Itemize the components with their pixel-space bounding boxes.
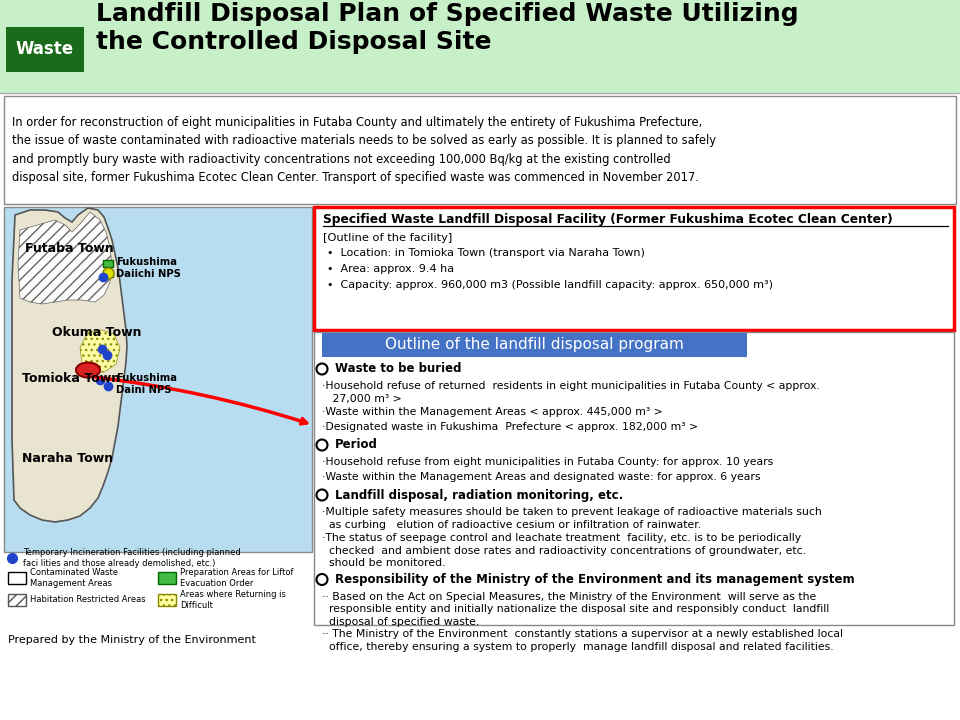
Text: Habitation Restricted Areas: Habitation Restricted Areas (30, 595, 146, 605)
Text: ·· Based on the Act on Special Measures, the Ministry of the Environment  will s: ·· Based on the Act on Special Measures,… (322, 592, 829, 626)
Text: ·Waste within the Management Areas < approx. 445,000 m³ >: ·Waste within the Management Areas < app… (322, 407, 662, 417)
Text: ·Waste within the Management Areas and designated waste: for approx. 6 years: ·Waste within the Management Areas and d… (322, 472, 760, 482)
Text: Preparation Areas for Liftof
Evacuation Order: Preparation Areas for Liftof Evacuation … (180, 567, 294, 588)
Text: ·Multiple safety measures should be taken to prevent leakage of radioactive mate: ·Multiple safety measures should be take… (322, 507, 822, 530)
Text: ·The status of seepage control and leachate treatment  facility, etc. is to be p: ·The status of seepage control and leach… (322, 533, 806, 568)
Text: Outline of the landfill disposal program: Outline of the landfill disposal program (385, 338, 684, 353)
Text: ·· The Ministry of the Environment  constantly stations a supervisor at a newly : ·· The Ministry of the Environment const… (322, 629, 843, 652)
Text: Futaba Town: Futaba Town (25, 241, 113, 254)
Text: •  Capacity: approx. 960,000 m3 (Possible landfill capacity: approx. 650,000 m³): • Capacity: approx. 960,000 m3 (Possible… (327, 280, 773, 290)
Text: •  Location: in Tomioka Town (transport via Naraha Town): • Location: in Tomioka Town (transport v… (327, 248, 645, 258)
Bar (8, 572, 26, 584)
Bar (158, 594, 176, 606)
Text: ·Designated waste in Fukushima  Prefecture < approx. 182,000 m³ >: ·Designated waste in Fukushima Prefectur… (322, 421, 698, 431)
Bar (103, 260, 113, 267)
Circle shape (317, 439, 327, 451)
Text: Waste to be buried: Waste to be buried (335, 362, 462, 376)
Polygon shape (12, 208, 127, 522)
Text: Naraha Town: Naraha Town (22, 451, 113, 464)
Text: Fukushima
Daiichi NPS: Fukushima Daiichi NPS (116, 257, 180, 279)
Text: Waste: Waste (16, 40, 74, 58)
Text: ·Household refuse of returned  residents in eight municipalities in Futaba Count: ·Household refuse of returned residents … (322, 381, 820, 403)
Text: Okuma Town: Okuma Town (52, 325, 141, 338)
Circle shape (317, 364, 327, 374)
Text: Areas where Returning is
Difficult: Areas where Returning is Difficult (180, 590, 286, 611)
Text: •  Area: approx. 9.4 ha: • Area: approx. 9.4 ha (327, 264, 454, 274)
Text: Period: Period (335, 438, 378, 451)
Ellipse shape (76, 362, 100, 377)
Bar (4, 96, 956, 204)
Circle shape (317, 490, 327, 500)
Text: Landfill Disposal Plan of Specified Waste Utilizing: Landfill Disposal Plan of Specified Wast… (96, 2, 799, 26)
Bar (314, 332, 954, 625)
Text: In order for reconstruction of eight municipalities in Futaba County and ultimat: In order for reconstruction of eight mun… (12, 116, 716, 184)
Text: Fukushima
Daini NPS: Fukushima Daini NPS (116, 373, 177, 395)
Text: Landfill disposal, radiation monitoring, etc.: Landfill disposal, radiation monitoring,… (335, 488, 623, 502)
Text: Contaminated Waste
Management Areas: Contaminated Waste Management Areas (30, 567, 118, 588)
Bar (4, 207, 312, 552)
Text: the Controlled Disposal Site: the Controlled Disposal Site (96, 30, 492, 54)
Bar (322, 333, 747, 357)
Polygon shape (80, 330, 120, 372)
Text: [Outline of the facility]: [Outline of the facility] (323, 233, 452, 243)
Text: Temporary Incineration Facilities (including planned
faci lities and those alrea: Temporary Incineration Facilities (inclu… (23, 548, 241, 568)
Bar (8, 594, 26, 606)
Bar (103, 270, 113, 277)
Bar (6, 27, 84, 72)
Text: Specified Waste Landfill Disposal Facility (Former Fukushima Ecotec Clean Center: Specified Waste Landfill Disposal Facili… (323, 212, 893, 225)
Circle shape (317, 574, 327, 585)
Text: ·Household refuse from eight municipalities in Futaba County: for approx. 10 yea: ·Household refuse from eight municipalit… (322, 457, 773, 467)
Bar (314, 207, 954, 330)
Polygon shape (18, 212, 112, 304)
Bar (158, 572, 176, 584)
Text: Responsibility of the Ministry of the Environment and its management system: Responsibility of the Ministry of the En… (335, 573, 854, 586)
Bar (0, 0, 960, 93)
Text: Tomioka Town: Tomioka Town (22, 372, 120, 384)
Text: Prepared by the Ministry of the Environment: Prepared by the Ministry of the Environm… (8, 635, 256, 645)
